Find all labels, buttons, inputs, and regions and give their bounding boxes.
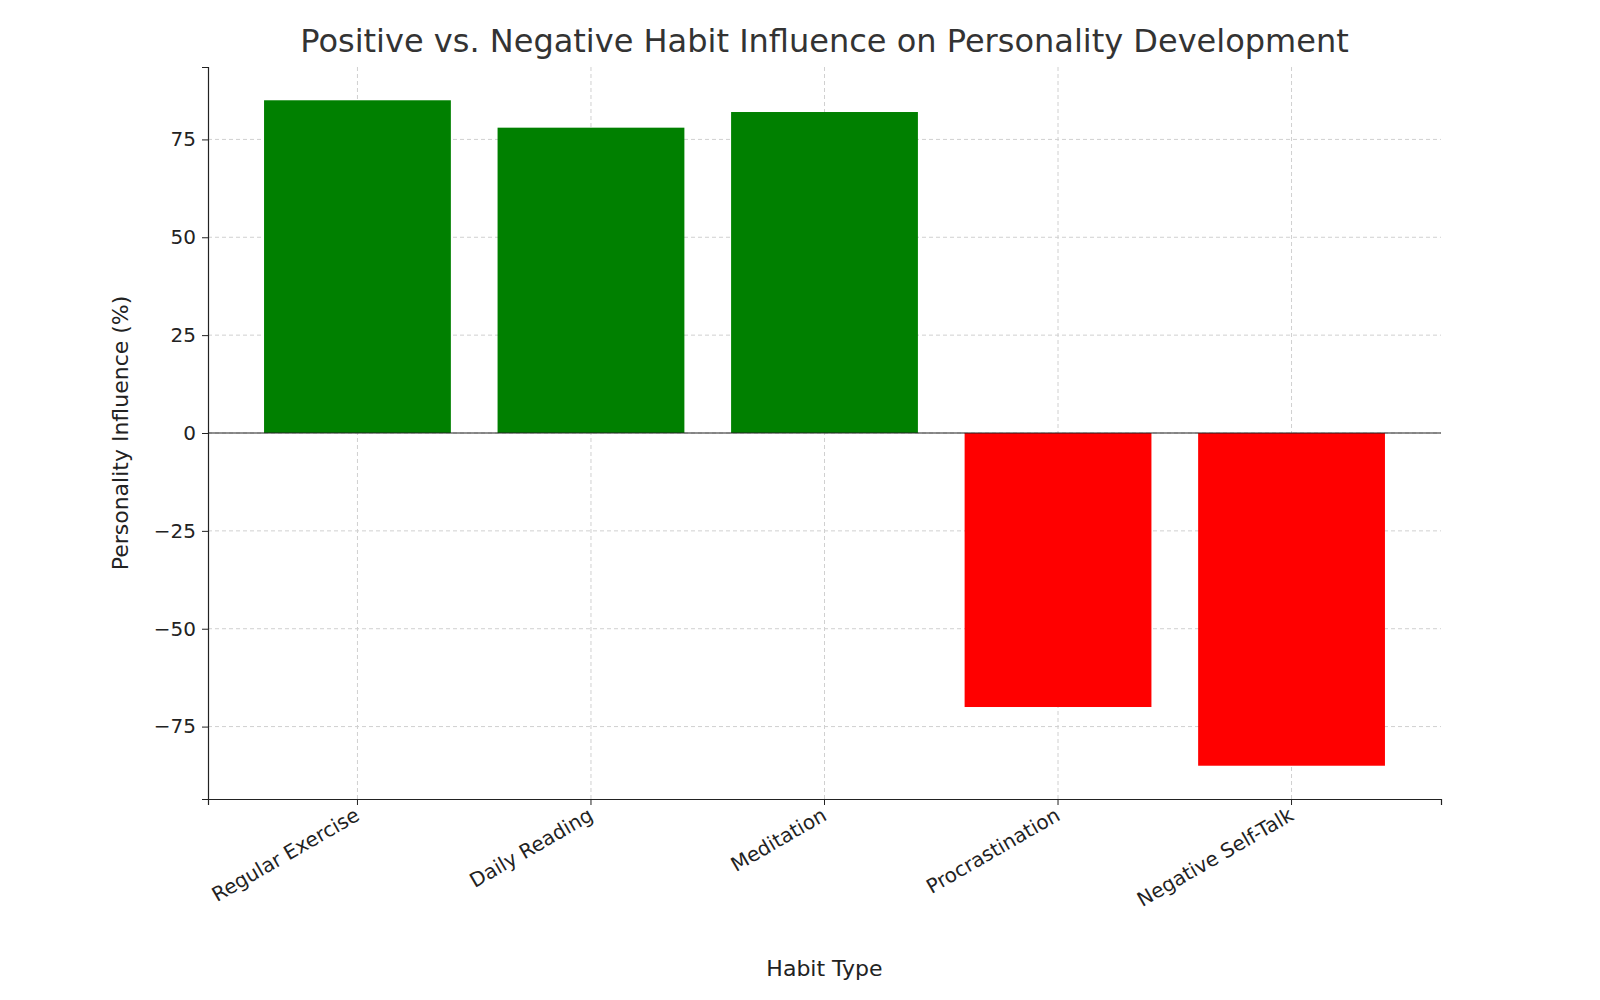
x-tick: Meditation (726, 799, 830, 877)
x-tick-mark (590, 799, 591, 805)
y-tick: −50 (154, 617, 208, 641)
bar (965, 433, 1152, 707)
y-axis: −75 −50 −25 0 25 50 75 (154, 68, 209, 800)
x-tick: Regular Exercise (207, 799, 363, 907)
y-tick-label: −75 (154, 714, 196, 738)
grid-line-y (208, 433, 1441, 434)
x-tick: Daily Reading (465, 799, 597, 892)
bar (498, 128, 685, 433)
x-tick-mark (357, 799, 358, 805)
y-tick-label: 25 (171, 323, 196, 347)
x-axis-title: Habit Type (766, 956, 882, 981)
y-tick-mark (202, 727, 208, 728)
y-tick: 25 (171, 323, 208, 347)
y-axis-line (202, 68, 209, 800)
x-tick-label: Regular Exercise (207, 803, 363, 907)
baseline (208, 432, 1441, 433)
y-tick-mark (202, 433, 208, 434)
y-tick-label: 50 (171, 225, 196, 249)
y-tick-mark (202, 335, 208, 336)
x-tick: Procrastination (922, 799, 1064, 899)
bar (731, 112, 918, 433)
bar (264, 100, 451, 433)
x-tick-mark (1058, 799, 1059, 805)
y-tick-mark (202, 629, 208, 630)
y-tick-label: 0 (183, 421, 196, 445)
chart: −75 −50 −25 0 25 50 75 Regular Exercise Daily Re… (0, 0, 1600, 1000)
x-tick-mark (824, 799, 825, 805)
title: Positive vs. Negative Habit Influence on… (300, 22, 1348, 60)
x-tick-label: Daily Reading (465, 803, 597, 893)
y-tick: −25 (154, 519, 208, 543)
x-tick-label: Negative Self-Talk (1133, 802, 1298, 911)
y-tick-mark (202, 139, 208, 140)
grid (208, 67, 1441, 799)
x-axis-line (209, 800, 1442, 806)
x-axis: Regular Exercise Daily Reading Meditation P… (207, 799, 1441, 912)
y-tick-label: 75 (171, 127, 196, 151)
y-tick: −75 (154, 714, 208, 738)
y-tick-label: −50 (154, 617, 196, 641)
x-tick-label: Procrastination (922, 803, 1064, 899)
y-axis-title: Personality Influence (%) (108, 296, 133, 571)
x-tick-label: Meditation (726, 803, 830, 877)
y-tick-label: −25 (154, 519, 196, 543)
y-tick: 50 (171, 225, 208, 249)
y-tick-mark (202, 237, 208, 238)
x-tick-mark (1291, 799, 1292, 805)
y-tick-mark (202, 531, 208, 532)
y-tick: 75 (171, 127, 208, 151)
bar (1198, 433, 1385, 766)
y-tick: 0 (183, 421, 208, 445)
x-tick: Negative Self-Talk (1133, 799, 1298, 912)
